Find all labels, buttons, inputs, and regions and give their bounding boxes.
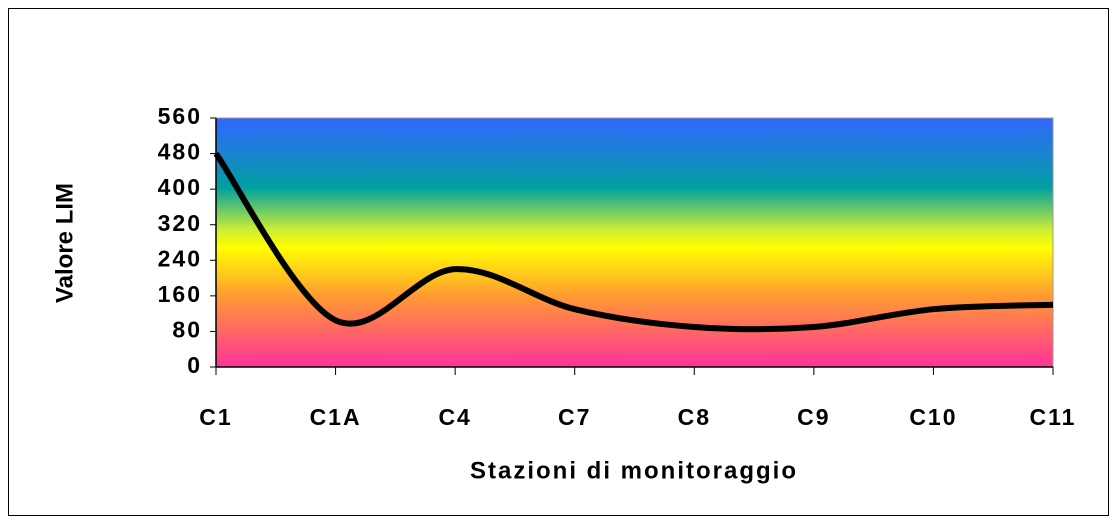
plot-area: [215, 117, 1054, 368]
y-tick-label: 320: [158, 210, 202, 236]
x-tick-label: C9: [797, 404, 830, 430]
y-tick-label: 480: [158, 139, 202, 165]
x-tick-label: C7: [558, 404, 591, 430]
x-tick-label: C1: [199, 404, 232, 430]
x-axis-label: Stazioni di monitoraggio: [470, 457, 798, 484]
x-tick-label: C8: [678, 404, 711, 430]
y-tick-label: 80: [172, 317, 202, 343]
x-tick-label: C1A: [310, 404, 362, 430]
y-tick-label: 240: [158, 245, 202, 271]
x-tick-label: C11: [1030, 404, 1077, 430]
x-tick-label: C10: [909, 404, 957, 430]
y-tick-label: 0: [187, 352, 202, 378]
y-tick-label: 160: [158, 281, 202, 307]
y-axis-label: Valore LIM: [51, 183, 78, 303]
x-tick-label: C4: [438, 404, 471, 430]
data-line: [213, 151, 1054, 333]
y-tick-label: 400: [158, 174, 202, 200]
y-tick-label: 560: [158, 103, 202, 129]
